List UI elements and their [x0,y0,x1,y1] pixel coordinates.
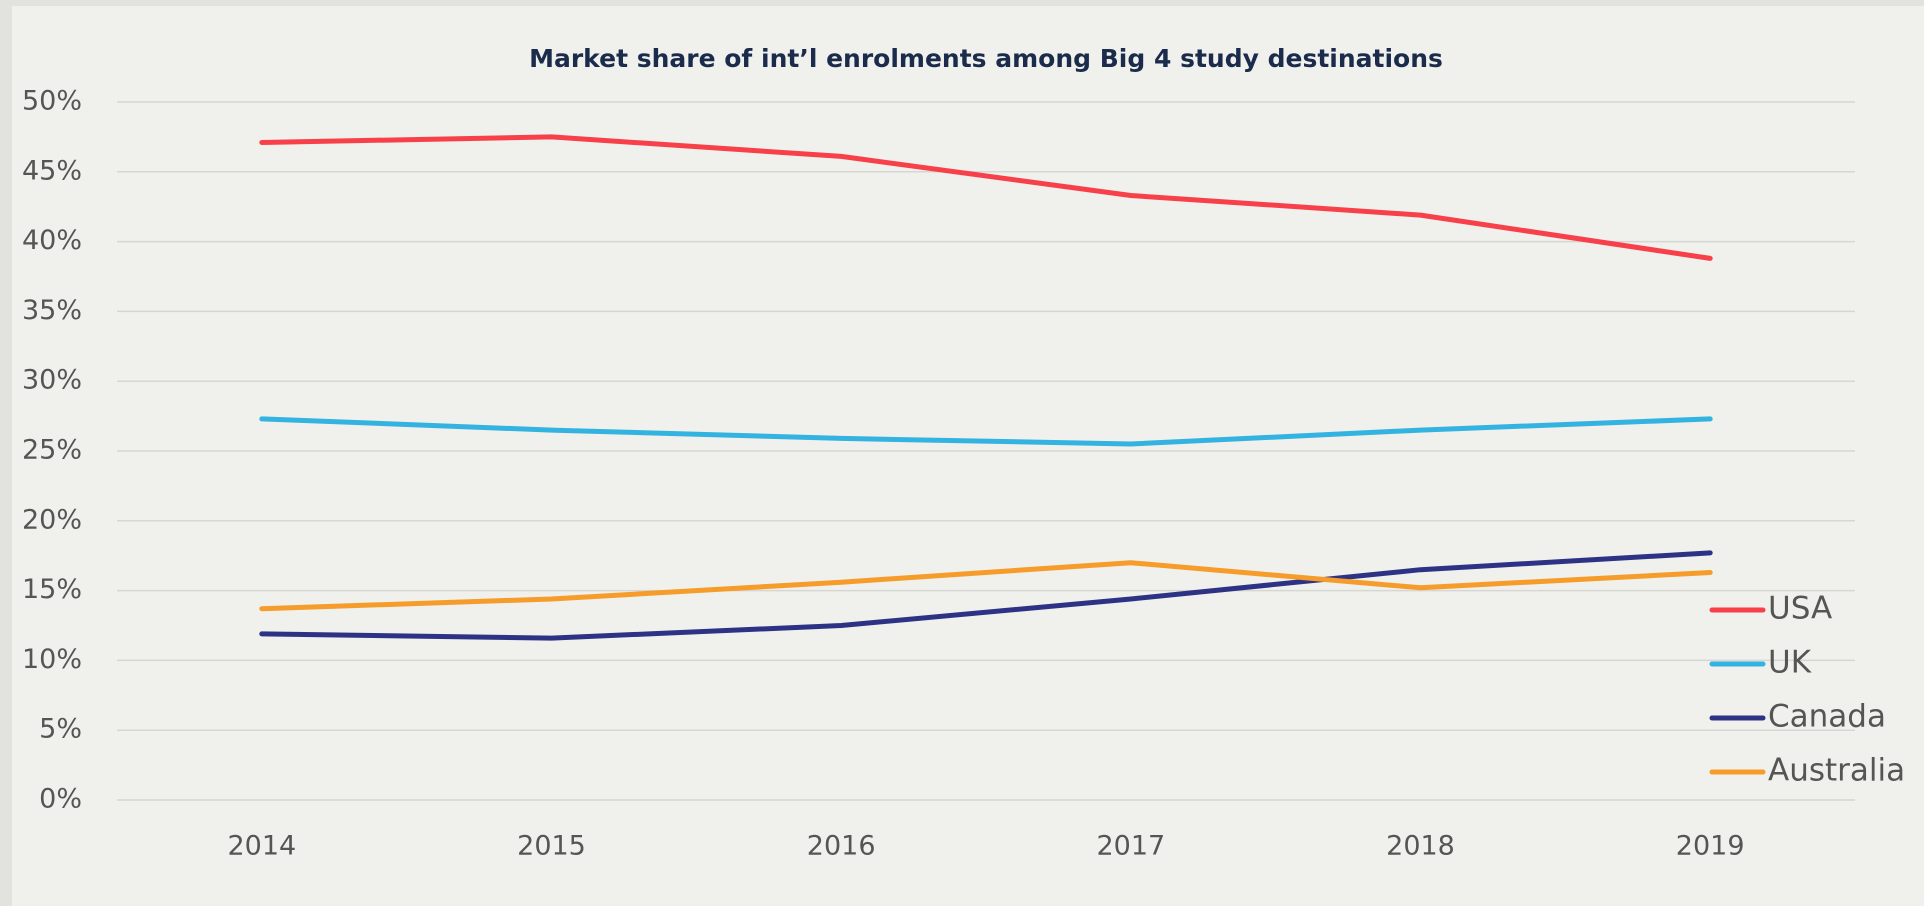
y-tick-label: 0% [39,784,82,815]
legend-label: USA [1768,591,1832,627]
y-tick-label: 20% [22,504,82,535]
y-tick-label: 25% [22,435,82,466]
y-tick-label: 40% [22,225,82,256]
x-tick-label: 2019 [1676,831,1745,862]
series-line [259,416,1713,447]
series-line [259,550,1713,641]
x-tick-label: 2015 [517,831,586,862]
x-tick-label: 2017 [1096,831,1165,862]
frame-left [0,0,12,906]
x-tick-label: 2014 [227,831,296,862]
chart-title: Market share of int’l enrolments among B… [529,44,1443,73]
legend-label: Canada [1768,699,1886,735]
legend-label: UK [1768,645,1812,681]
y-tick-label: 50% [22,86,82,117]
x-tick-label: 2016 [807,831,876,862]
frame-top [0,0,1924,6]
y-tick-label: 15% [22,574,82,605]
series-line [259,134,1713,261]
y-tick-label: 30% [22,365,82,396]
y-tick-label: 10% [22,644,82,675]
x-tick-label: 2018 [1386,831,1455,862]
y-tick-label: 35% [22,295,82,326]
series-line [259,560,1713,612]
y-tick-label: 45% [22,155,82,186]
legend-label: Australia [1768,753,1905,789]
y-tick-label: 5% [39,714,82,745]
